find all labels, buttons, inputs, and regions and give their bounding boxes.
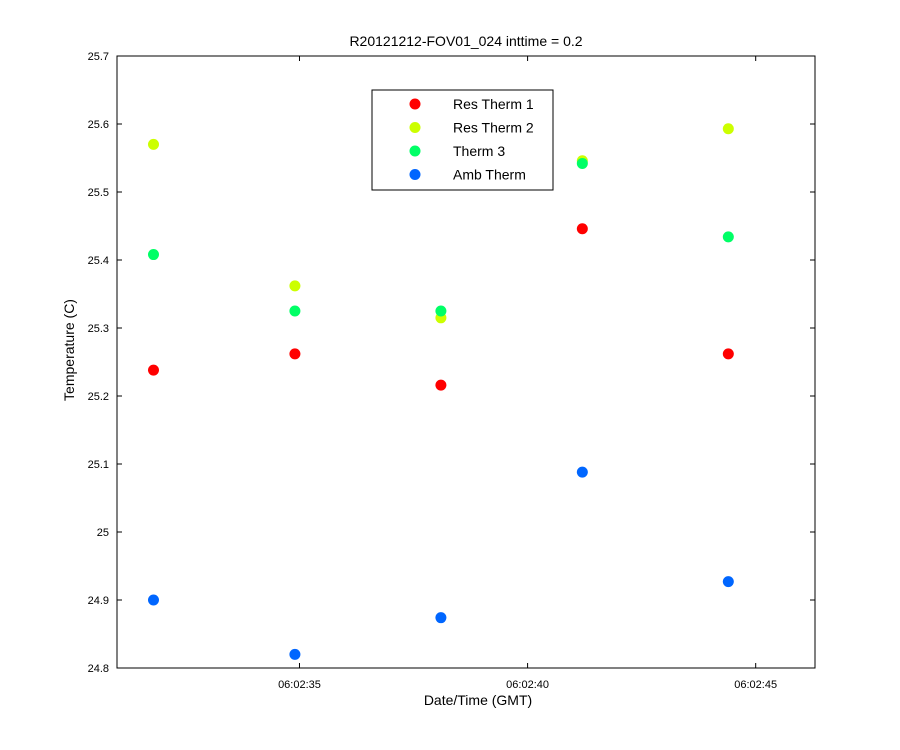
y-tick-label: 25.7 [88,51,109,63]
y-tick-label: 25.2 [88,391,109,403]
x-tick-label: 06:02:45 [734,679,777,691]
x-axis-title: Date/Time (GMT) [424,692,532,708]
legend-marker-res-therm-1 [409,98,421,110]
y-tick-label: 25.5 [88,187,109,199]
point-amb-therm [722,576,734,588]
point-res-therm-2 [147,138,159,150]
y-tick-label: 24.8 [88,663,109,675]
point-res-therm-1 [147,364,159,376]
point-amb-therm [576,466,588,478]
x-tick-label: 06:02:35 [278,679,321,691]
point-res-therm-1 [435,379,447,391]
y-axis-title: Temperature (C) [61,299,77,401]
legend-label-amb-therm: Amb Therm [453,167,526,183]
y-axis: 24.8 24.9 25 25.1 25.2 25.3 25.4 25.5 25.6 25.7 [88,51,815,675]
point-amb-therm [435,612,447,624]
point-res-therm-2 [289,280,301,292]
y-tick-label: 25.6 [88,119,109,131]
point-therm-3 [576,157,588,169]
y-tick-label: 25.3 [88,323,109,335]
point-amb-therm [289,648,301,660]
legend-marker-therm-3 [409,145,421,157]
x-axis: 06:02:35 06:02:40 06:02:45 [278,56,777,691]
y-tick-label: 25.4 [88,255,109,267]
y-tick-label: 25 [97,527,109,539]
point-amb-therm [147,594,159,606]
y-tick-label: 24.9 [88,595,109,607]
legend-marker-res-therm-2 [409,122,421,133]
point-res-therm-1 [289,348,301,360]
point-therm-3 [289,305,301,317]
legend-label-therm-3: Therm 3 [453,143,505,159]
legend-box [371,89,554,191]
point-res-therm-1 [576,223,588,235]
legend-marker-amb-therm [409,169,421,180]
point-res-therm-2 [722,123,734,135]
point-res-therm-1 [722,348,734,360]
x-tick-label: 06:02:40 [506,679,549,691]
point-therm-3 [435,305,447,317]
data-points [147,123,734,660]
y-tick-label: 25.1 [88,459,109,471]
point-therm-3 [722,231,734,243]
chart-title: R20121212-FOV01_024 inttime = 0.2 [349,33,582,49]
legend-label-res-therm-2: Res Therm 2 [453,120,534,136]
point-therm-3 [147,249,159,261]
legend-label-res-therm-1: Res Therm 1 [453,96,534,112]
legend: Res Therm 1 Res Therm 2 Therm 3 Amb Therm [371,89,554,191]
